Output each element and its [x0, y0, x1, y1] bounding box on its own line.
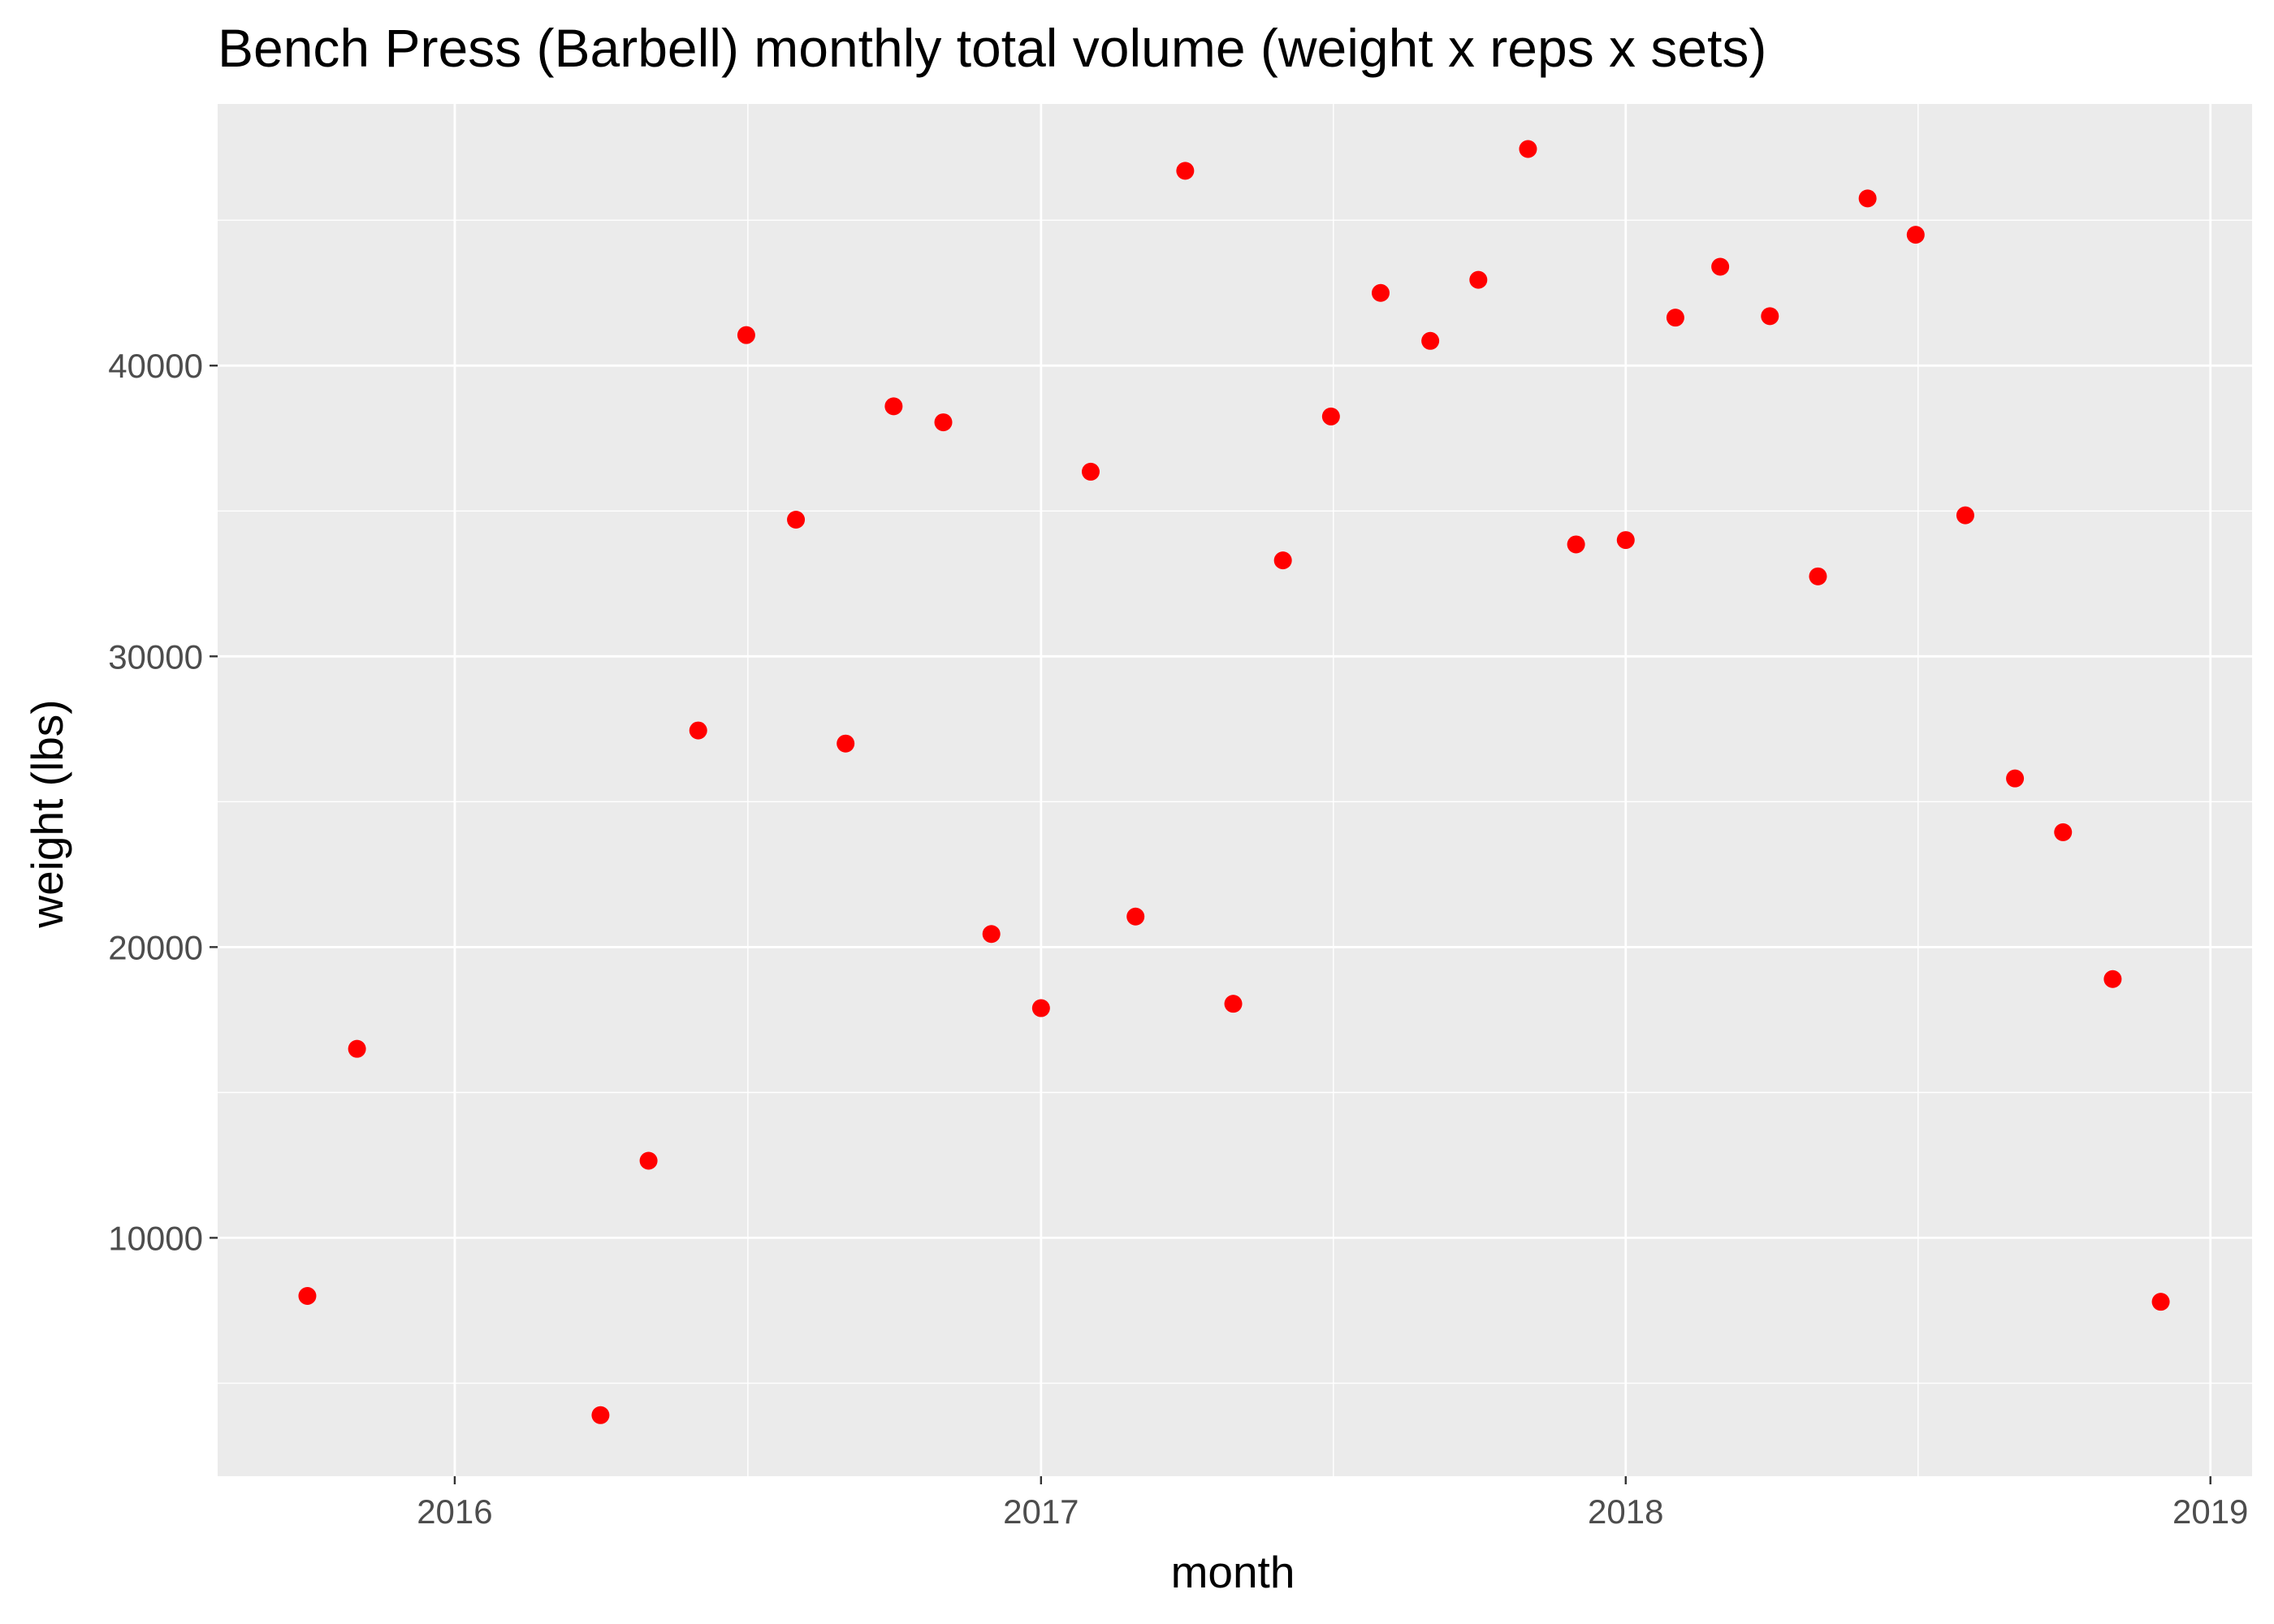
- data-point: [884, 397, 903, 416]
- x-tick-label: 2018: [1588, 1492, 1663, 1531]
- y-tick-label: 30000: [108, 637, 203, 676]
- data-point: [837, 734, 855, 753]
- data-point: [1711, 257, 1730, 276]
- data-point: [2103, 970, 2122, 988]
- data-point: [982, 925, 1001, 944]
- data-point: [1956, 506, 1974, 525]
- data-point: [1906, 226, 1925, 244]
- data-point: [737, 326, 755, 344]
- major-gridlines: [218, 104, 2252, 1476]
- data-point: [1567, 535, 1585, 554]
- y-axis-title: weight (lbs): [22, 699, 72, 928]
- data-point: [639, 1151, 658, 1170]
- data-point: [2151, 1293, 2170, 1311]
- data-point: [1761, 307, 1779, 326]
- data-point: [2006, 769, 2025, 788]
- data-point: [348, 1039, 366, 1058]
- x-axis-title: month: [1171, 1547, 1295, 1597]
- x-tick-label: 2019: [2172, 1492, 2248, 1531]
- y-tick-label: 40000: [108, 347, 203, 385]
- data-point: [1469, 270, 1488, 289]
- data-point: [298, 1287, 317, 1306]
- plot-panel: [218, 104, 2252, 1476]
- chart-title: Bench Press (Barbell) monthly total volu…: [218, 18, 1766, 78]
- data-point: [689, 721, 707, 740]
- data-point: [1176, 162, 1195, 180]
- data-point: [1371, 283, 1390, 302]
- data-point: [1081, 462, 1100, 481]
- x-tick-label: 2016: [417, 1492, 492, 1531]
- x-axis: 2016 2017 2018 2019: [417, 1476, 2248, 1531]
- data-point: [2054, 823, 2073, 841]
- x-tick-label: 2017: [1003, 1492, 1079, 1531]
- data-point: [1273, 551, 1292, 570]
- data-point: [1224, 995, 1243, 1013]
- data-point: [591, 1406, 610, 1424]
- data-point: [1858, 189, 1877, 208]
- minor-gridlines: [218, 104, 2252, 1476]
- data-points: [298, 140, 2170, 1424]
- data-point: [1031, 999, 1050, 1017]
- data-point: [1519, 140, 1537, 158]
- y-tick-label: 20000: [108, 928, 203, 966]
- data-point: [1126, 907, 1145, 926]
- y-tick-label: 10000: [108, 1219, 203, 1257]
- data-point: [1809, 567, 1827, 585]
- data-point: [787, 511, 806, 529]
- data-point: [1666, 309, 1684, 327]
- data-point: [1321, 407, 1340, 425]
- data-point: [934, 413, 953, 432]
- data-point: [1421, 331, 1440, 350]
- data-point: [1616, 531, 1635, 550]
- y-axis: 10000 20000 30000 40000: [108, 347, 218, 1257]
